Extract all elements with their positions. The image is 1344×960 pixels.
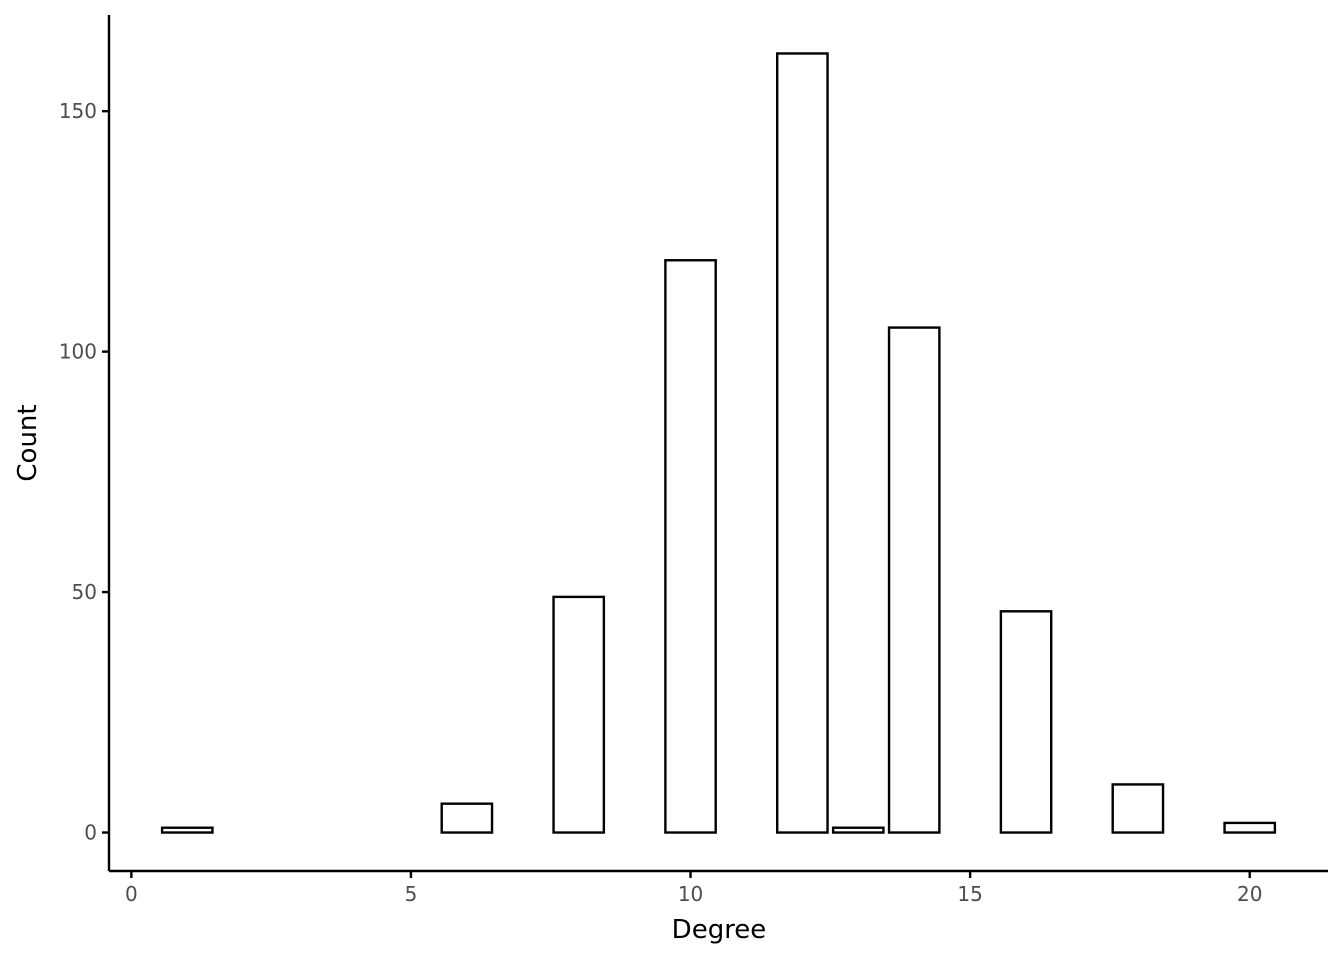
histogram-bar — [887, 326, 941, 834]
x-axis-title: Degree — [672, 915, 767, 945]
y-tick-label: 150 — [59, 99, 97, 123]
histogram-bar — [776, 52, 829, 834]
x-tick-label: 0 — [125, 882, 138, 906]
y-axis-title: Count — [13, 404, 43, 481]
x-axis-ticks: 0 5 10 15 20 — [125, 871, 1262, 906]
x-tick-label: 20 — [1237, 882, 1262, 906]
histogram-bar — [440, 802, 494, 834]
y-tick-label: 0 — [84, 821, 97, 845]
x-tick-label: 5 — [405, 882, 418, 906]
y-tick-label: 100 — [59, 340, 97, 364]
y-axis-ticks: 0 50 100 150 — [59, 99, 109, 845]
bars-group — [160, 52, 1277, 834]
histogram-bar — [999, 610, 1053, 834]
histogram-bar — [552, 595, 606, 834]
histogram-bar — [1223, 821, 1277, 834]
histogram-bar — [160, 826, 214, 834]
histogram-bar — [1111, 783, 1165, 834]
x-tick-label: 10 — [678, 882, 703, 906]
histogram-bar — [831, 826, 885, 834]
histogram-bar — [664, 259, 717, 834]
y-tick-label: 50 — [72, 580, 97, 604]
x-tick-label: 15 — [957, 882, 982, 906]
